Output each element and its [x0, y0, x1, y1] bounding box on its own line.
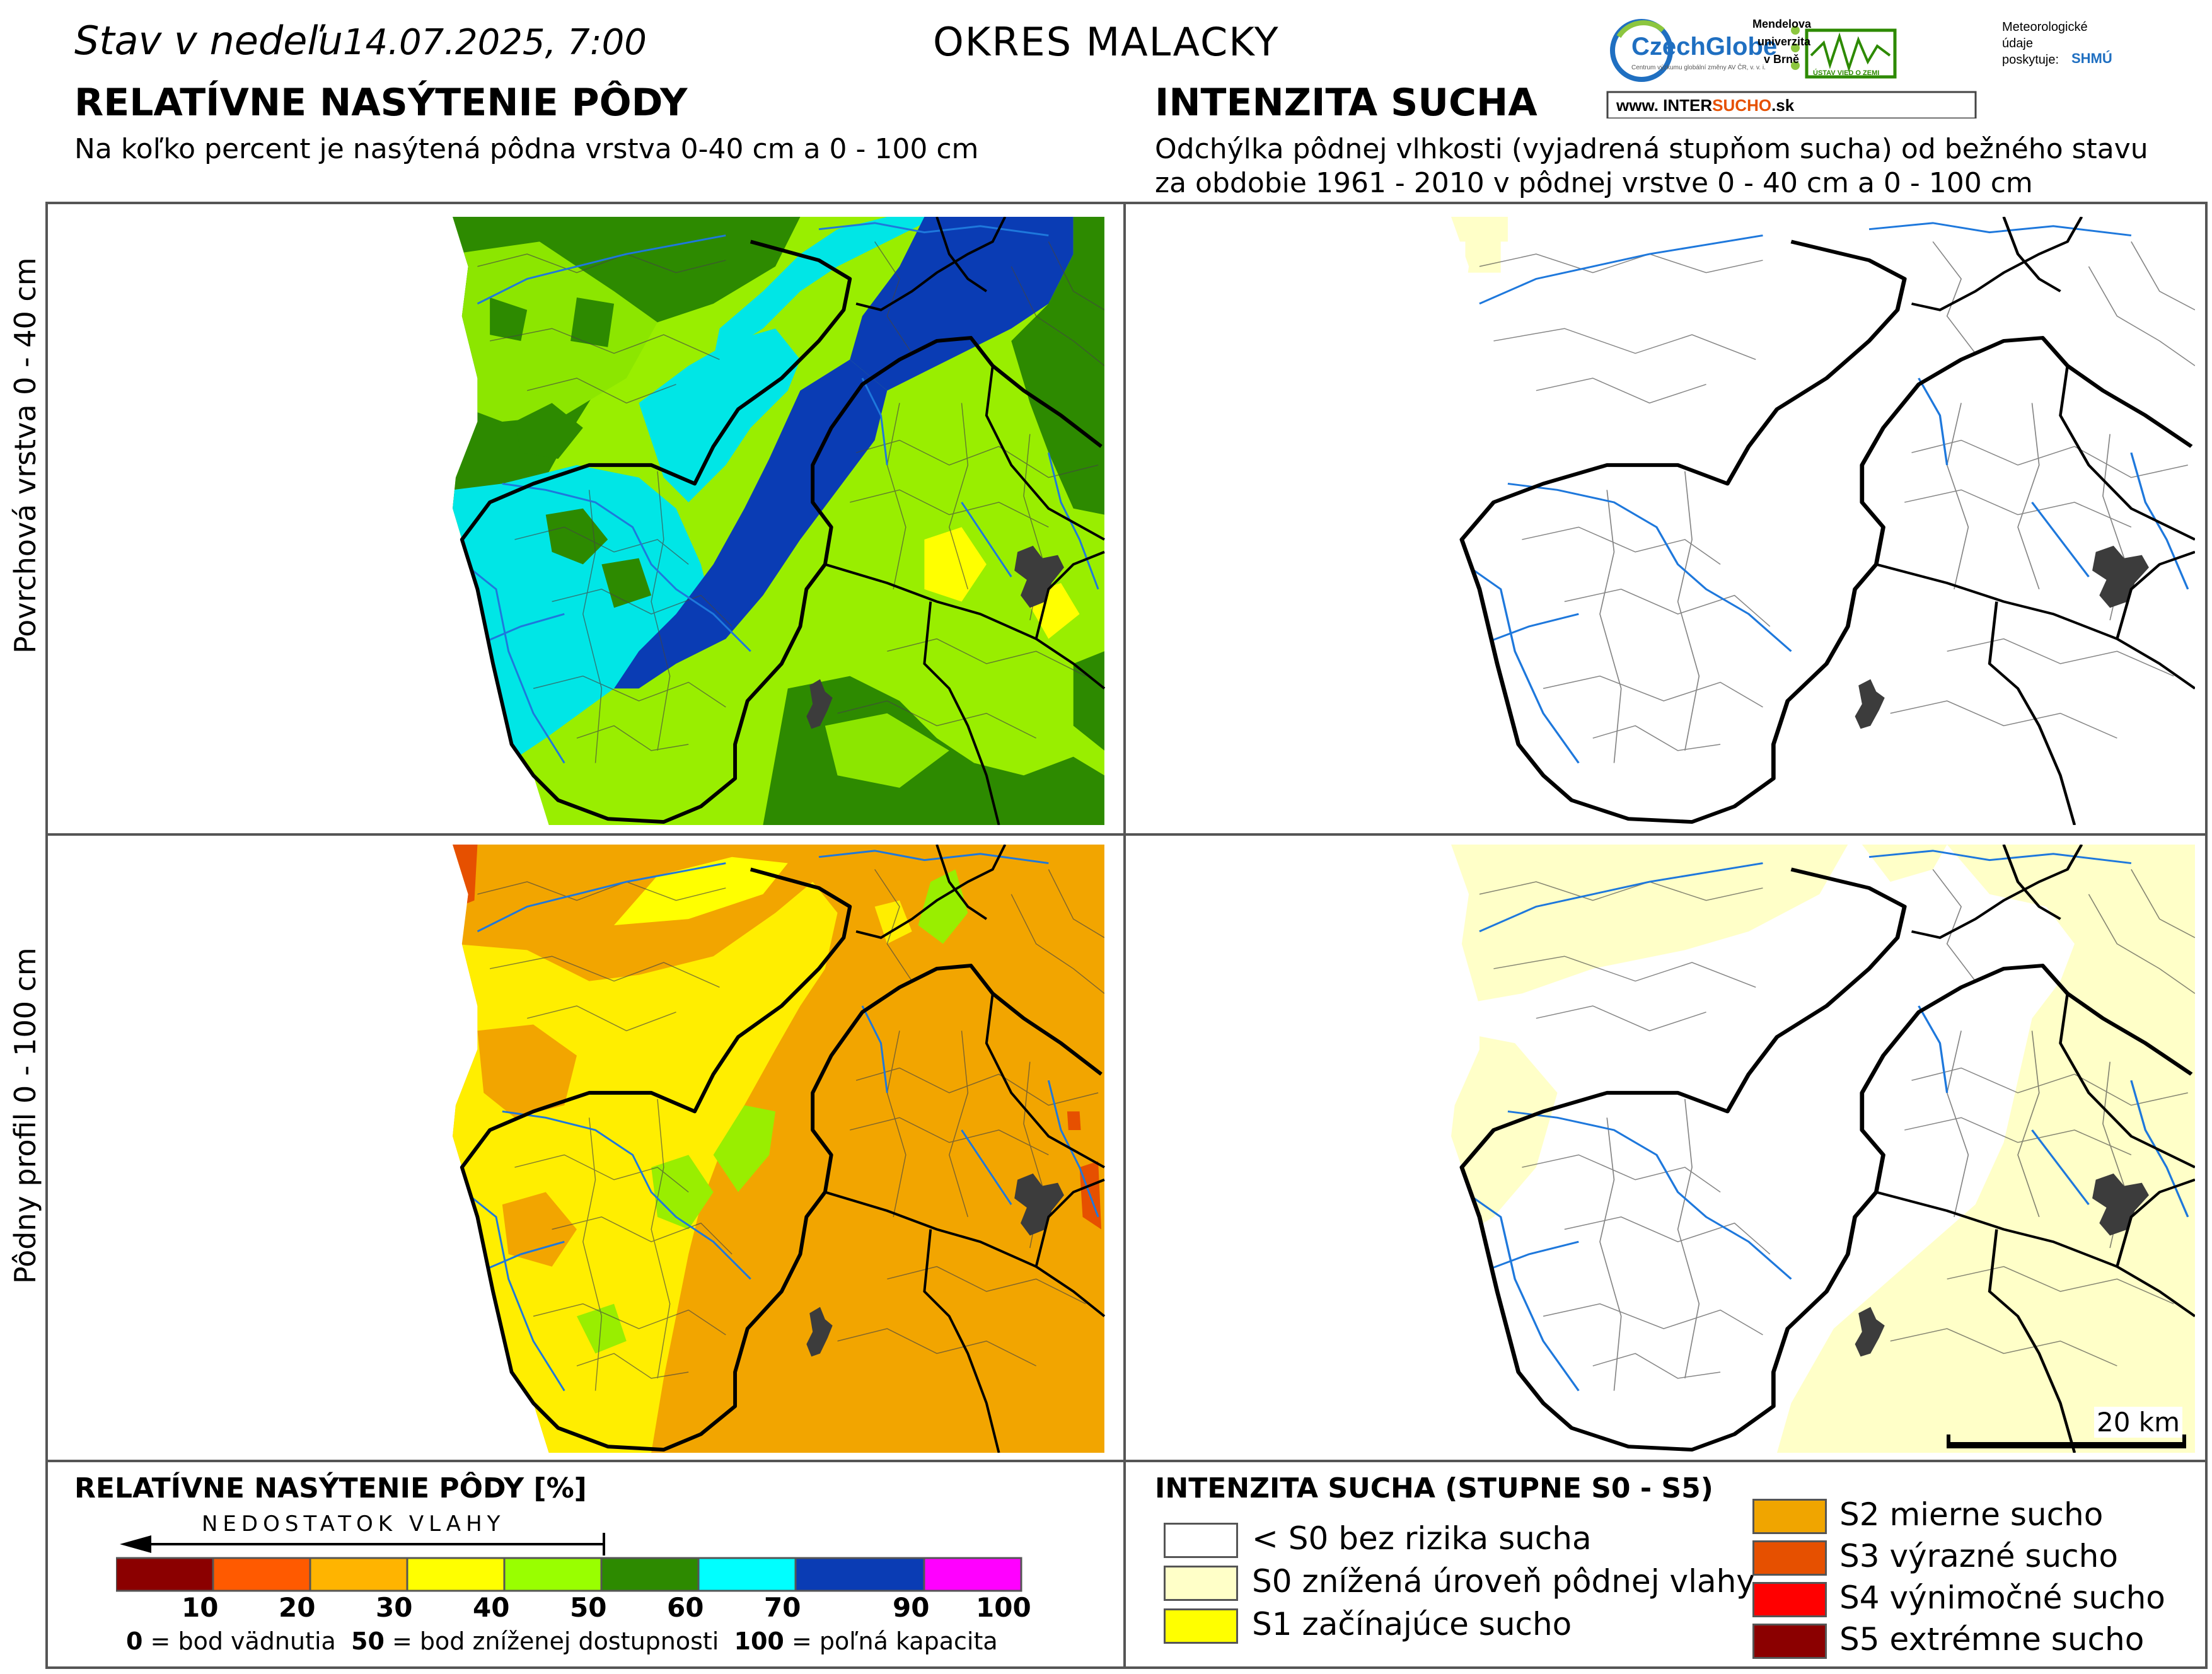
drought-legend-swatch	[1164, 1566, 1238, 1601]
map-saturation-profile	[453, 845, 1109, 1453]
colorbar-segment-20-30	[309, 1557, 408, 1592]
frame-divider-middle	[45, 833, 2208, 836]
web-link[interactable]: www. INTERSUCHO.sk	[1616, 96, 1794, 115]
note-0-num: 0	[126, 1627, 143, 1655]
left-panel-subtitle: Na koľko percent je nasýtená pôdna vrstv…	[74, 133, 979, 165]
web-sucho: SUCHO	[1712, 96, 1772, 115]
colorbar-segment-30-40	[406, 1557, 506, 1592]
czechglobe-logo-sub: Centrum výzkumu globální změny AV ČR, v.…	[1631, 64, 1766, 71]
drought-legend-title: INTENZITA SUCHA (STUPNE S0 - S5)	[1155, 1472, 1713, 1504]
drought-legend-swatch	[1752, 1624, 1827, 1659]
colorbar-tick: 90	[893, 1592, 930, 1623]
drought-legend-swatch	[1752, 1582, 1827, 1617]
scale-bar-label: 20 km	[2094, 1407, 2183, 1438]
map-frame	[45, 202, 2208, 1669]
colorbar-segment-70-90	[794, 1557, 925, 1592]
colorbar-segment-0-10	[116, 1557, 214, 1592]
colorbar-tick: 60	[667, 1592, 704, 1623]
drought-legend-swatch	[1164, 1608, 1238, 1644]
colorbar-tick: 30	[376, 1592, 413, 1623]
colorbar-segment-10-20	[212, 1557, 311, 1592]
uvz-logo-text: ÚSTAV VIED O ZEMI	[1813, 69, 1880, 77]
drought-legend-label: < S0 bez rizika sucha	[1252, 1520, 1592, 1557]
date-line: Stav v nedeľu14.07.2025, 7:00	[74, 18, 647, 64]
frame-divider-bottom	[45, 1460, 2208, 1462]
right-panel-title: INTENZITA SUCHA	[1155, 81, 1537, 125]
district-title: OKRES MALACKY	[933, 19, 1280, 65]
drought-legend-swatch	[1752, 1499, 1827, 1534]
drought-legend-label: S1 začínajúce sucho	[1252, 1606, 1572, 1642]
drought-legend-label: S5 extrémne sucho	[1839, 1621, 2145, 1658]
scale-bar	[1947, 1442, 2186, 1448]
scale-bar-tick-right	[2182, 1434, 2186, 1448]
note-50-txt: = bod zníženej dostupnosti	[392, 1627, 719, 1655]
meteo-line-3: poskytuje:	[2002, 53, 2059, 67]
right-panel-subtitle-1: Odchýlka pôdnej vlhkosti (vyjadrená stup…	[1155, 133, 2148, 165]
map-drought-profile	[1451, 845, 2195, 1453]
date-label: Stav v nedeľu	[74, 18, 343, 64]
row-label-top: Povrchová vrstva 0 - 40 cm	[8, 257, 42, 654]
colorbar-tick: 20	[279, 1592, 316, 1623]
web-inter: INTER	[1663, 96, 1713, 115]
saturation-colorbar	[116, 1557, 1022, 1592]
colorbar-segment-40-50	[503, 1557, 603, 1592]
colorbar-tick: 50	[570, 1592, 607, 1623]
deficit-arrow-label: NEDOSTATOK VLAHY	[202, 1511, 506, 1537]
saturation-legend-title: RELATÍVNE NASÝTENIE PÔDY [%]	[74, 1472, 587, 1504]
date-value: 14.07.2025, 7:00	[342, 22, 647, 63]
colorbar-segment-90-100	[923, 1557, 1022, 1592]
left-panel-title: RELATÍVNE NASÝTENIE PÔDY	[74, 81, 688, 125]
map-drought-topsoil	[1451, 217, 2195, 825]
meteo-line-1: Meteorologické	[2002, 20, 2088, 34]
partner-logos: CzechGlobe Centrum výzkumu globální změn…	[1606, 11, 2174, 120]
drought-legend-swatch	[1752, 1540, 1827, 1576]
web-prefix: www.	[1616, 96, 1659, 115]
colorbar-segment-60-70	[697, 1557, 797, 1592]
deficit-arrow	[120, 1533, 605, 1556]
saturation-notes: 0 = bod vädnutia 50 = bod zníženej dostu…	[126, 1627, 998, 1655]
frame-divider-vertical	[1123, 202, 1126, 1669]
czechglobe-logo-text: CzechGlobe	[1631, 33, 1778, 61]
drought-legend-label: S3 výrazné sucho	[1839, 1538, 2118, 1574]
mendel-logo-2: univerzita	[1757, 35, 1811, 48]
row-label-bottom: Pôdny profil 0 - 100 cm	[8, 947, 42, 1284]
mendel-logo-1: Mendelova	[1752, 18, 1812, 30]
colorbar-segment-50-60	[600, 1557, 700, 1592]
note-0-txt: = bod vädnutia	[150, 1627, 336, 1655]
colorbar-tick: 70	[764, 1592, 801, 1623]
meteo-line-2: údaje	[2002, 37, 2033, 50]
colorbar-tick: 40	[473, 1592, 510, 1623]
note-50-num: 50	[351, 1627, 385, 1655]
colorbar-tick: 100	[976, 1592, 1031, 1623]
drought-legend-label: S0 znížená úroveň pôdnej vlahy	[1252, 1563, 1755, 1600]
drought-legend-label: S2 mierne sucho	[1839, 1496, 2104, 1533]
map-saturation-topsoil	[453, 217, 1109, 825]
shmu-logo-text: SHMÚ	[2071, 50, 2112, 66]
right-panel-subtitle-2: za obdobie 1961 - 2010 v pôdnej vrstve 0…	[1155, 167, 2033, 199]
mendel-logo-3: v Brně	[1764, 53, 1800, 66]
scale-bar-tick-left	[1947, 1434, 1950, 1448]
drought-legend-swatch	[1164, 1523, 1238, 1558]
web-suffix: .sk	[1771, 96, 1795, 115]
drought-legend-label: S4 výnimočné sucho	[1839, 1579, 2165, 1616]
note-100-txt: = poľná kapacita	[791, 1627, 998, 1655]
note-100-num: 100	[734, 1627, 784, 1655]
colorbar-tick: 10	[182, 1592, 219, 1623]
